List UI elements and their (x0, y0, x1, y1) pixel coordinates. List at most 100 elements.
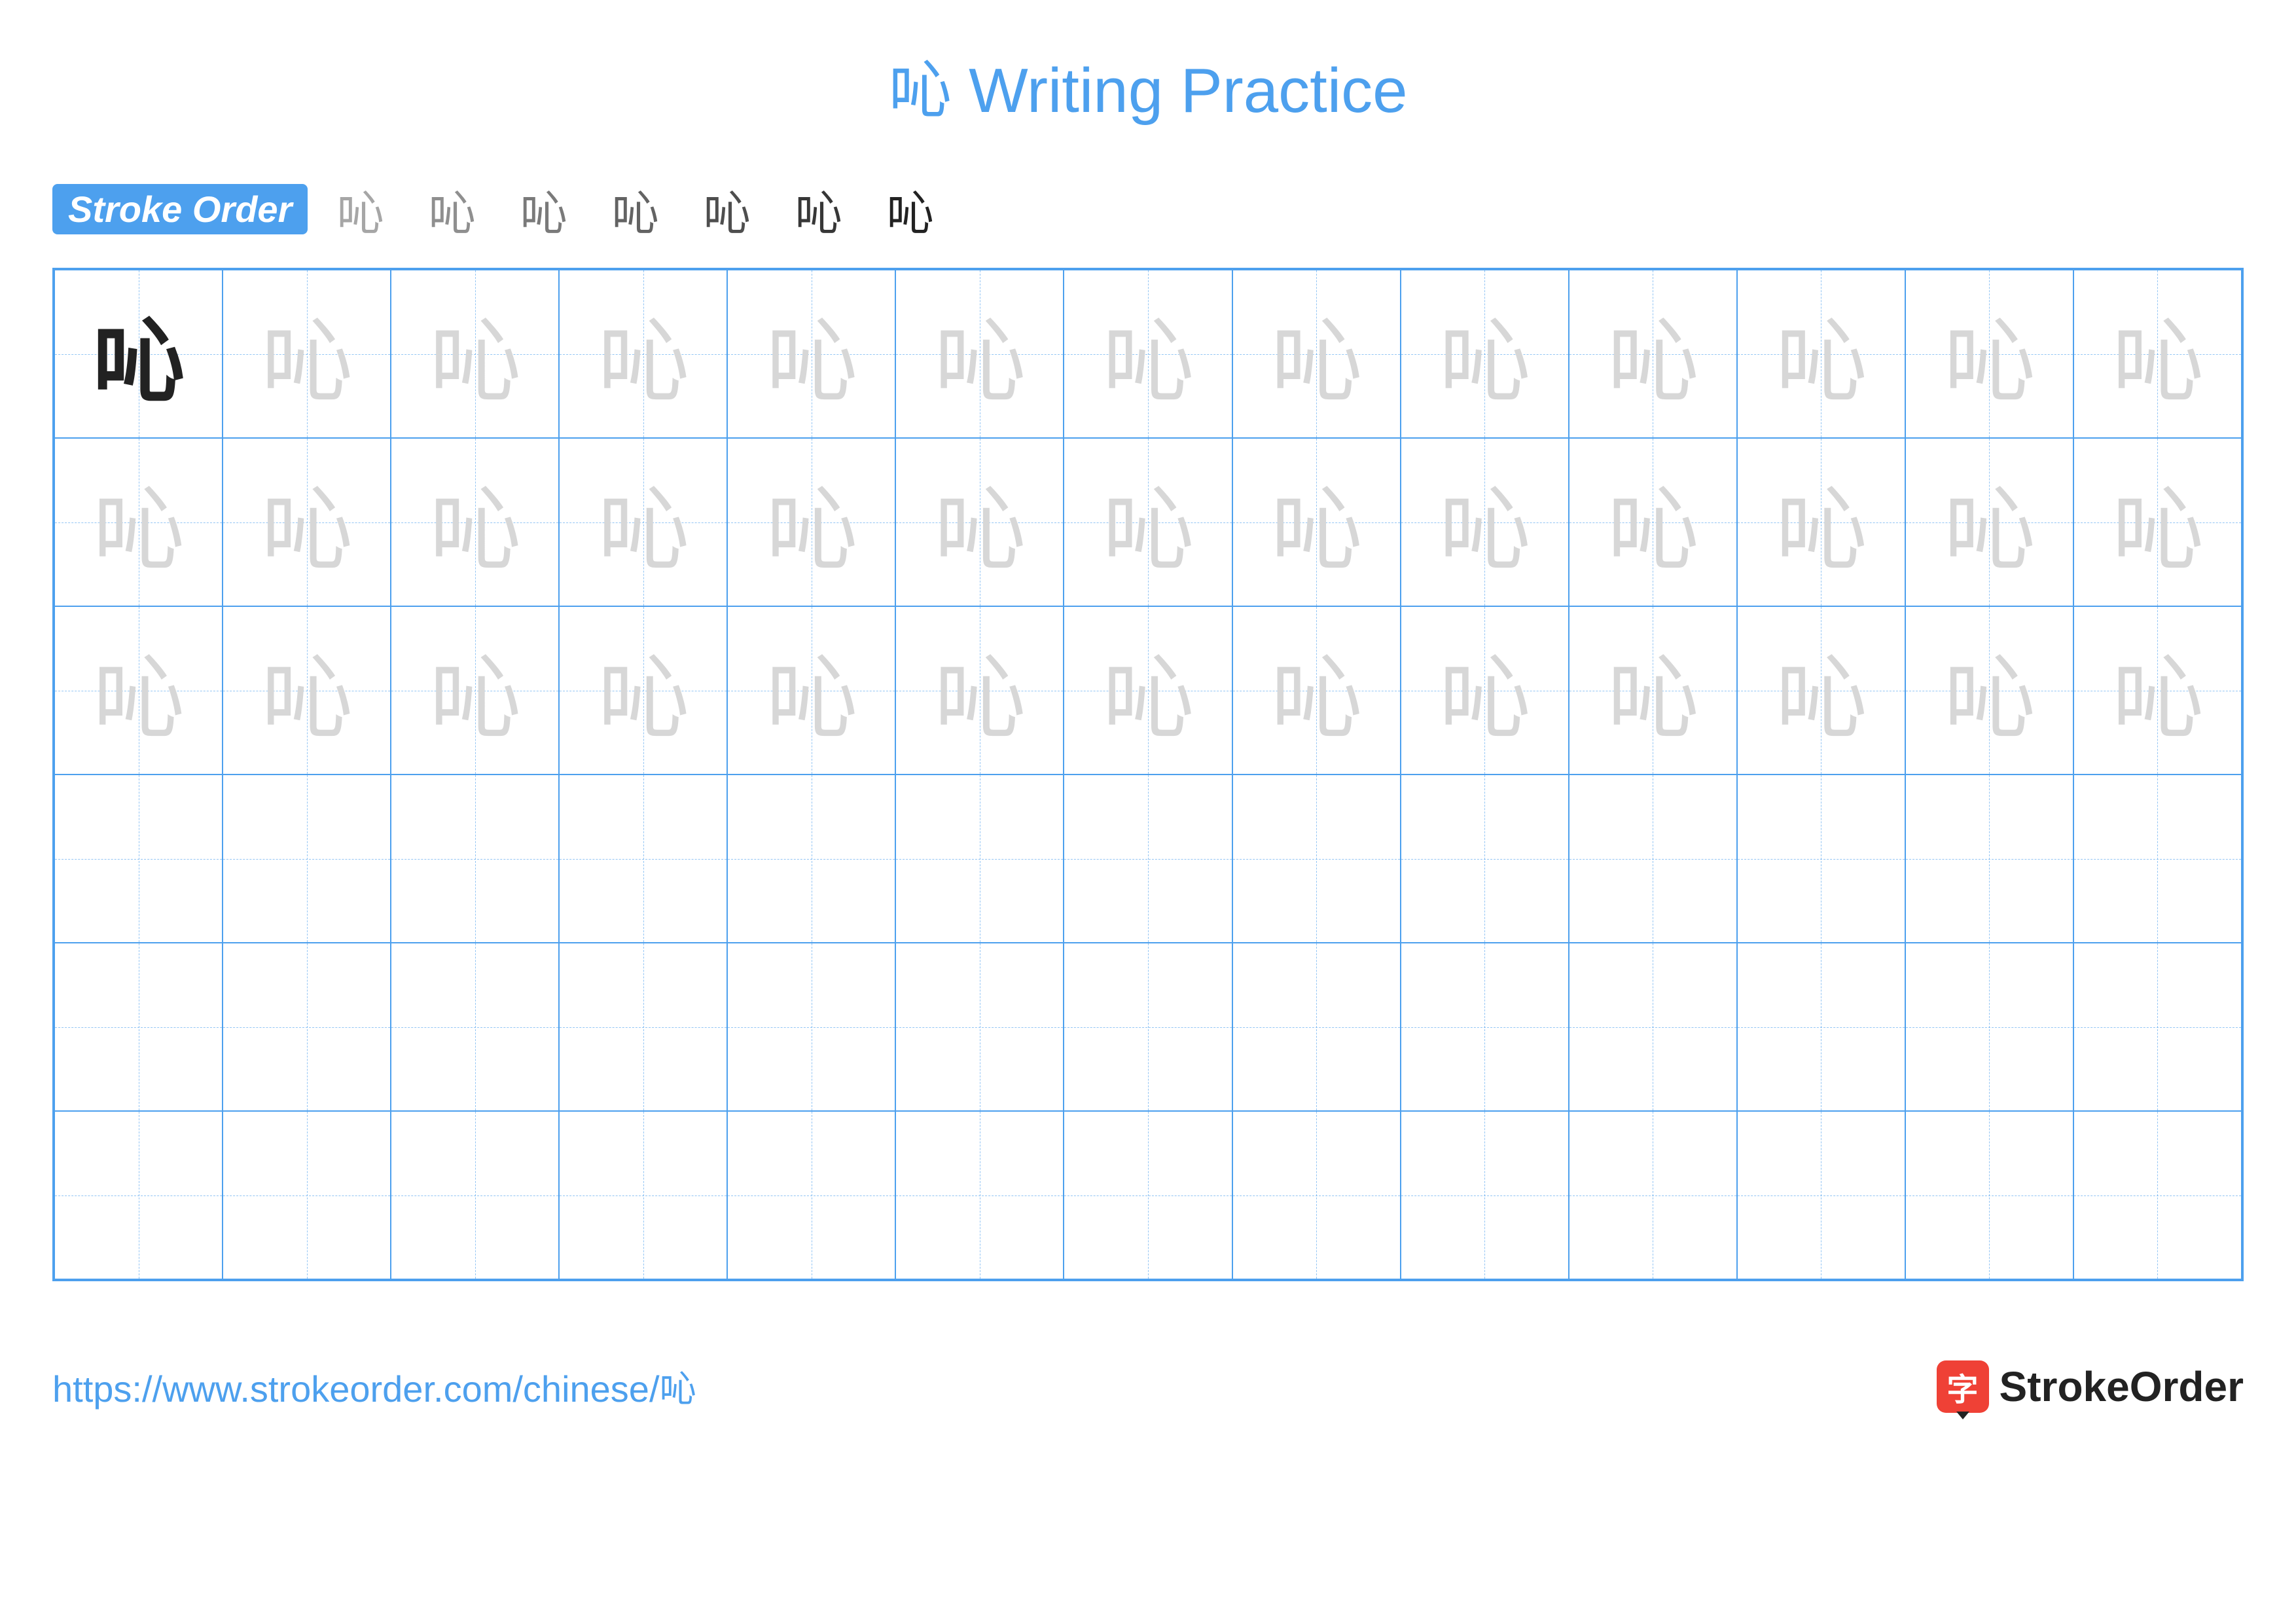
grid-cell (2073, 775, 2242, 943)
grid-cell (1401, 943, 1569, 1111)
grid-cell (1905, 943, 2073, 1111)
grid-cell (1905, 1111, 2073, 1279)
cell-character: 吣 (1064, 270, 1231, 437)
grid-cell: 吣 (1569, 438, 1737, 606)
grid-cell (1064, 1111, 1232, 1279)
grid-cell: 吣 (1401, 270, 1569, 438)
cell-character: 吣 (1906, 607, 2073, 774)
grid-cell (559, 775, 727, 943)
title-char: 吣 (888, 56, 951, 126)
cell-character: 吣 (1570, 270, 1736, 437)
grid-cell (727, 775, 895, 943)
grid-cell: 吣 (54, 606, 223, 775)
grid-cell: 吣 (1232, 606, 1401, 775)
cell-character: 吣 (560, 607, 726, 774)
cell-character: 吣 (1570, 439, 1736, 606)
grid-cell: 吣 (1905, 270, 2073, 438)
source-url-link[interactable]: https://www.strokeorder.com/chinese/吣 (52, 1360, 696, 1413)
cell-character: 吣 (1233, 439, 1400, 606)
grid-cell (1737, 943, 1905, 1111)
grid-cell: 吣 (1232, 270, 1401, 438)
cell-character: 吣 (2074, 270, 2241, 437)
brand-logo: 字 StrokeOrder (1937, 1360, 2244, 1413)
grid-cell: 吣 (1064, 606, 1232, 775)
grid-cell (391, 1111, 559, 1279)
practice-sheet: 吣 Writing Practice Stroke Order 吣吣吣吣吣吣吣 … (52, 39, 2244, 1413)
grid-cell (559, 1111, 727, 1279)
stroke-step: 吣 (321, 170, 399, 248)
grid-cell (559, 943, 727, 1111)
stroke-step: 吣 (412, 170, 491, 248)
grid-cell: 吣 (1737, 606, 1905, 775)
grid-cell (727, 943, 895, 1111)
grid-cell (1569, 1111, 1737, 1279)
cell-character: 吣 (223, 607, 390, 774)
grid-cell (54, 943, 223, 1111)
grid-cell: 吣 (559, 606, 727, 775)
cell-character: 吣 (896, 439, 1063, 606)
grid-cell (2073, 943, 2242, 1111)
cell-character: 吣 (560, 439, 726, 606)
grid-cell (1401, 775, 1569, 943)
grid-cell: 吣 (1905, 438, 2073, 606)
cell-character: 吣 (1570, 607, 1736, 774)
grid-cell (895, 775, 1064, 943)
grid-cell: 吣 (1401, 606, 1569, 775)
grid-cell: 吣 (391, 270, 559, 438)
cell-character: 吣 (1906, 439, 2073, 606)
cell-character: 吣 (55, 270, 222, 437)
grid-cell: 吣 (391, 606, 559, 775)
cell-character: 吣 (223, 439, 390, 606)
grid-cell (1064, 775, 1232, 943)
footer: https://www.strokeorder.com/chinese/吣 字 … (52, 1360, 2244, 1413)
stroke-step: 吣 (596, 170, 674, 248)
grid-cell: 吣 (1905, 606, 2073, 775)
cell-character: 吣 (2074, 607, 2241, 774)
page-title: 吣 Writing Practice (52, 39, 2244, 130)
cell-character: 吣 (1738, 270, 1905, 437)
grid-cell: 吣 (1737, 438, 1905, 606)
grid-cell: 吣 (727, 606, 895, 775)
grid-cell: 吣 (54, 438, 223, 606)
cell-character: 吣 (1401, 607, 1568, 774)
cell-character: 吣 (2074, 439, 2241, 606)
cell-character: 吣 (391, 439, 558, 606)
cell-character: 吣 (223, 270, 390, 437)
logo-icon: 字 (1937, 1360, 1989, 1413)
grid-cell (1232, 1111, 1401, 1279)
grid-cell: 吣 (2073, 270, 2242, 438)
grid-cell: 吣 (559, 438, 727, 606)
grid-cell: 吣 (1232, 438, 1401, 606)
grid-cell: 吣 (223, 270, 391, 438)
grid-cell (54, 775, 223, 943)
cell-character: 吣 (55, 607, 222, 774)
grid-cell: 吣 (895, 270, 1064, 438)
cell-character: 吣 (1906, 270, 2073, 437)
grid-cell: 吣 (895, 438, 1064, 606)
grid-cell: 吣 (1569, 606, 1737, 775)
grid-cell (391, 943, 559, 1111)
grid-cell (1401, 1111, 1569, 1279)
grid-cell: 吣 (223, 606, 391, 775)
cell-character: 吣 (1233, 270, 1400, 437)
practice-grid: 吣吣吣吣吣吣吣吣吣吣吣吣吣吣吣吣吣吣吣吣吣吣吣吣吣吣吣吣吣吣吣吣吣吣吣吣吣吣吣 (52, 268, 2244, 1281)
stroke-step: 吣 (870, 170, 949, 248)
grid-cell: 吣 (54, 270, 223, 438)
stroke-step: 吣 (779, 170, 857, 248)
cell-character: 吣 (1738, 607, 1905, 774)
grid-cell (1569, 775, 1737, 943)
cell-character: 吣 (728, 607, 895, 774)
grid-cell: 吣 (1401, 438, 1569, 606)
grid-cell (1232, 943, 1401, 1111)
cell-character: 吣 (1064, 439, 1231, 606)
grid-cell: 吣 (1064, 270, 1232, 438)
grid-cell: 吣 (559, 270, 727, 438)
cell-character: 吣 (1401, 439, 1568, 606)
title-text: Writing Practice (951, 56, 1407, 126)
grid-cell (391, 775, 559, 943)
grid-cell (895, 943, 1064, 1111)
grid-cell: 吣 (1569, 270, 1737, 438)
stroke-step: 吣 (504, 170, 583, 248)
grid-cell (223, 1111, 391, 1279)
grid-cell: 吣 (223, 438, 391, 606)
